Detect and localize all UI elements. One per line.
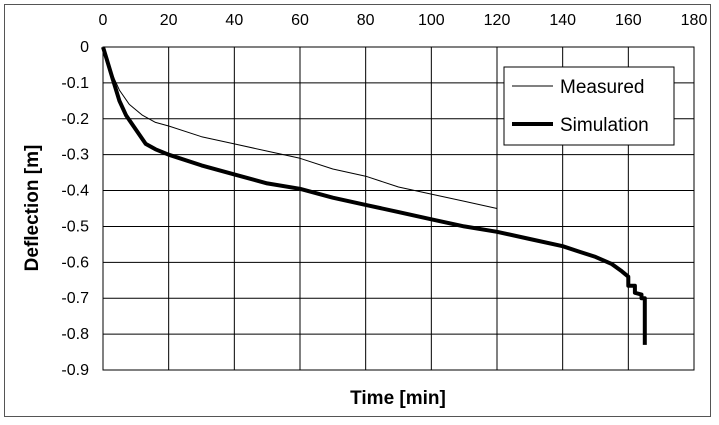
x-tick-label: 20	[160, 12, 178, 29]
y-tick-label: -0.4	[61, 183, 89, 200]
x-tick-label: 180	[681, 12, 708, 29]
y-tick-label: -0.3	[61, 147, 89, 164]
legend: Measured Simulation	[503, 66, 675, 146]
series-measured-line	[102, 46, 498, 209]
y-tick-label: -0.8	[61, 326, 89, 343]
y-tick-label: -0.5	[61, 218, 89, 235]
y-tick-label: -0.2	[61, 111, 89, 128]
x-tick-label: 160	[615, 12, 642, 29]
x-tick-label: 100	[418, 12, 445, 29]
plot-border	[102, 46, 695, 371]
y-tick-label: 0	[80, 39, 89, 56]
legend-box	[503, 66, 675, 146]
x-tick-label: 140	[549, 12, 576, 29]
x-tick-label: 80	[357, 12, 375, 29]
y-tick-label: -0.1	[61, 75, 89, 92]
y-axis-title: Deflection [m]	[22, 145, 43, 272]
x-tick-label: 60	[291, 12, 309, 29]
legend-simulation-label: Simulation	[560, 115, 649, 136]
y-tick-label: -0.7	[61, 290, 89, 307]
y-tick-label: -0.9	[61, 362, 89, 379]
x-tick-label: 40	[225, 12, 243, 29]
x-tick-label: 0	[99, 12, 108, 29]
series-simulation-line	[101, 46, 647, 345]
x-tick-label: 120	[484, 12, 511, 29]
tick-labels: 0 20 40 60 80 100 120 140 160 180 0 -0.1 -0.2 -0.3 -0.…	[61, 12, 707, 379]
x-axis-title: Time [min]	[350, 388, 446, 409]
series-layer	[101, 46, 647, 345]
legend-measured-label: Measured	[560, 77, 645, 98]
y-tick-label: -0.6	[61, 254, 89, 271]
